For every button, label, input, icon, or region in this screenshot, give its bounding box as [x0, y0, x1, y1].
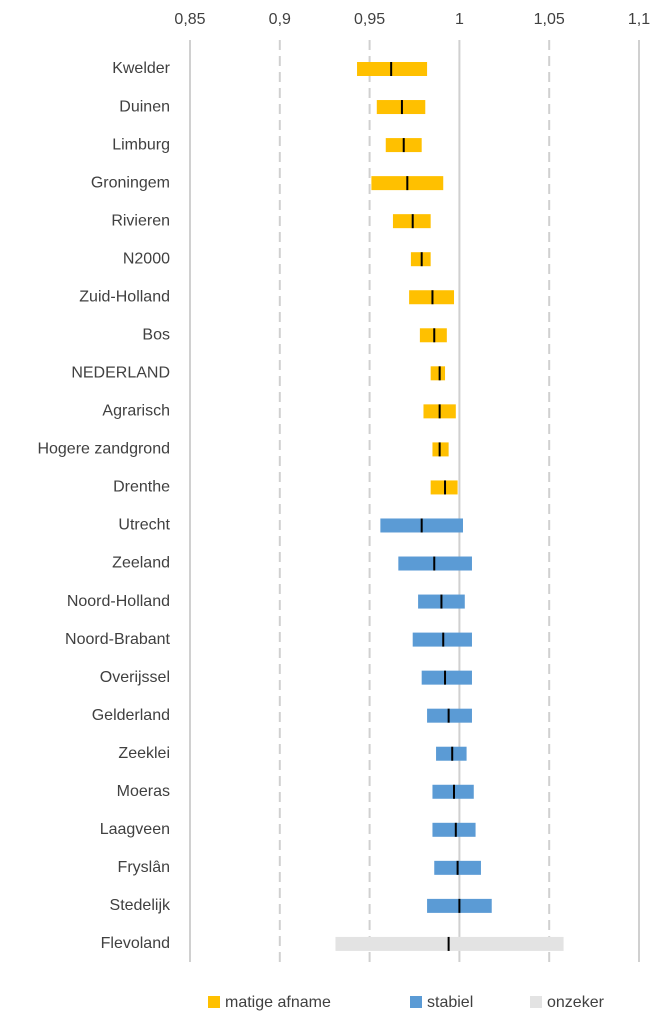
y-tick-label: Flevoland [101, 935, 170, 952]
range-bar [430, 366, 446, 381]
y-tick-label: Agrarisch [102, 403, 170, 420]
x-tick-label: 0,85 [174, 11, 205, 28]
y-tick-label: Groningem [91, 174, 170, 191]
y-tick-label: Kwelder [112, 60, 170, 77]
y-tick-label: Utrecht [118, 517, 170, 534]
y-tick-label: Stedelijk [110, 897, 171, 914]
x-tick-label: 0,95 [354, 11, 385, 28]
y-tick-label: Hogere zandgrond [37, 441, 170, 458]
y-tick-label: Zeeklei [118, 745, 170, 762]
range-bar [421, 670, 472, 685]
y-tick-label: Rivieren [111, 212, 170, 229]
y-tick-label: NEDERLAND [71, 365, 170, 382]
y-tick-label: Fryslân [118, 859, 170, 876]
legend-label: stabiel [427, 994, 473, 1011]
y-tick-label: Gelderland [92, 707, 170, 724]
y-tick-label: Limburg [112, 136, 170, 153]
x-tick-label: 1,1 [628, 11, 650, 28]
legend-label: onzeker [547, 994, 605, 1011]
legend-swatch [208, 996, 220, 1008]
y-tick-label: Bos [142, 326, 170, 343]
x-tick-label: 1,05 [534, 11, 565, 28]
y-tick-label: Zeeland [112, 555, 170, 572]
y-tick-label: Laagveen [100, 821, 170, 838]
y-tick-label: Noord-Brabant [65, 631, 171, 648]
y-tick-label: Overijssel [100, 669, 170, 686]
range-bar [432, 822, 476, 837]
y-tick-label: Noord-Holland [67, 593, 170, 610]
y-tick-label: Duinen [119, 98, 170, 115]
legend-swatch [530, 996, 542, 1008]
y-tick-label: Moeras [117, 783, 170, 800]
y-tick-label: Drenthe [113, 479, 170, 496]
x-tick-label: 0,9 [269, 11, 291, 28]
y-tick-label: Zuid-Holland [79, 288, 170, 305]
y-tick-label: N2000 [123, 250, 170, 267]
legend-label: matige afname [225, 994, 331, 1011]
legend-swatch [410, 996, 422, 1008]
x-tick-label: 1 [455, 11, 464, 28]
